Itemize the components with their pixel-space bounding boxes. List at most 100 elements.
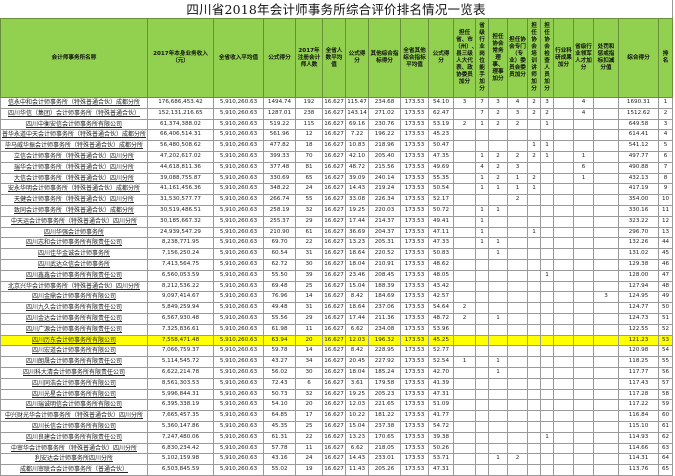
firm-name-cell[interactable]: 中审华会计师事务所（特殊普通合伙）四川分所 <box>0 442 148 455</box>
column-header[interactable]: 会计师事务所名称 <box>0 18 148 98</box>
table-cell[interactable] <box>453 237 476 250</box>
table-cell[interactable]: 16.627 <box>322 129 346 142</box>
table-cell[interactable]: 5,910,260.63 <box>213 377 264 390</box>
table-cell[interactable] <box>527 118 541 131</box>
table-cell[interactable]: 25 <box>295 280 323 293</box>
table-cell[interactable] <box>488 399 508 412</box>
table-cell[interactable]: 1 <box>540 431 554 444</box>
table-cell[interactable]: 7 <box>475 107 489 120</box>
table-cell[interactable]: 2 <box>527 172 541 185</box>
table-cell[interactable]: 6,567,930.48 <box>147 312 214 325</box>
table-cell[interactable] <box>593 442 619 455</box>
table-cell[interactable] <box>507 442 528 455</box>
table-cell[interactable] <box>488 377 508 390</box>
table-cell[interactable]: 19.25 <box>345 204 369 217</box>
table-cell[interactable]: 354.00 <box>618 194 659 206</box>
table-cell[interactable] <box>488 129 508 142</box>
table-cell[interactable] <box>553 431 574 444</box>
column-header[interactable]: 省级行业领军人才加分 <box>573 18 594 98</box>
table-cell[interactable]: 188.39 <box>368 280 401 293</box>
table-cell[interactable] <box>553 356 574 368</box>
table-cell[interactable] <box>453 291 476 304</box>
table-cell[interactable] <box>573 302 594 314</box>
table-cell[interactable]: 220.52 <box>368 248 401 260</box>
table-cell[interactable] <box>488 410 508 422</box>
table-row[interactable]: 四川金鼎会计师事务所有限公司 9,097,414.67 5,910,260.63 76… <box>0 291 673 304</box>
table-row[interactable]: 四川瑞诚明信会计师事务所有限公司 6,395,338.19 5,910,260.63… <box>0 399 673 412</box>
table-cell[interactable]: 5,910,260.63 <box>213 410 264 422</box>
table-cell[interactable] <box>593 377 619 390</box>
table-cell[interactable] <box>540 312 554 325</box>
rank-cell[interactable]: 2 <box>658 107 673 120</box>
table-cell[interactable]: 24 <box>295 183 323 196</box>
table-cell[interactable] <box>573 345 594 358</box>
table-cell[interactable]: 131.02 <box>618 248 659 260</box>
table-cell[interactable] <box>475 366 489 379</box>
rank-cell[interactable]: 57 <box>658 377 673 390</box>
table-row[interactable]: 致同会计师事务所（特殊普通合伙）成都分所 30,519,486.51 5,910,2… <box>0 204 673 217</box>
table-cell[interactable]: 117.43 <box>618 377 659 390</box>
table-cell[interactable]: 173.53 <box>400 442 429 455</box>
table-cell[interactable]: 173.53 <box>400 345 429 358</box>
table-cell[interactable] <box>453 280 476 293</box>
table-cell[interactable]: 2 <box>488 150 508 163</box>
table-cell[interactable] <box>573 388 594 401</box>
table-cell[interactable]: 649.58 <box>618 118 659 131</box>
table-cell[interactable] <box>573 140 594 152</box>
table-row[interactable]: 大信会计师事务所（特殊普通合伙）四川分所 39,088,755.87 5,910,2… <box>0 172 673 185</box>
table-cell[interactable] <box>593 194 619 206</box>
table-cell[interactable]: 173.53 <box>400 194 429 206</box>
table-cell[interactable] <box>453 172 476 185</box>
table-cell[interactable] <box>573 410 594 422</box>
table-cell[interactable]: 1287.01 <box>263 107 296 120</box>
table-cell[interactable] <box>540 356 554 368</box>
table-cell[interactable]: 6.62 <box>345 323 369 336</box>
table-cell[interactable]: 51.09 <box>428 399 454 412</box>
table-cell[interactable] <box>540 388 554 401</box>
table-cell[interactable]: 173.53 <box>400 280 429 293</box>
table-cell[interactable] <box>593 334 619 347</box>
table-cell[interactable]: 42.10 <box>345 150 369 163</box>
table-cell[interactable]: 24,939,547.29 <box>147 226 214 239</box>
table-cell[interactable]: 5,910,260.63 <box>213 291 264 304</box>
table-cell[interactable]: 50.73 <box>263 388 296 401</box>
table-cell[interactable] <box>553 345 574 358</box>
table-cell[interactable] <box>540 442 554 455</box>
column-header[interactable]: 排名 <box>658 18 673 98</box>
rank-cell[interactable]: 44 <box>658 237 673 250</box>
table-cell[interactable]: 173.53 <box>400 269 429 282</box>
column-header[interactable]: 公式得分 <box>428 18 454 98</box>
table-cell[interactable]: 173.53 <box>400 366 429 379</box>
column-header[interactable]: 全省人数平均值 <box>322 18 346 98</box>
table-cell[interactable] <box>553 150 574 163</box>
table-cell[interactable]: 271.02 <box>368 107 401 120</box>
column-header[interactable]: 2017年注册会计师人数 <box>295 18 323 98</box>
table-cell[interactable] <box>453 442 476 455</box>
table-cell[interactable] <box>507 420 528 433</box>
rank-cell[interactable]: 56 <box>658 366 673 379</box>
table-cell[interactable]: 1 <box>527 140 541 152</box>
table-cell[interactable]: 29 <box>295 312 323 325</box>
table-cell[interactable]: 16.627 <box>322 377 346 390</box>
table-cell[interactable]: 3 <box>507 107 528 120</box>
table-cell[interactable]: 173.53 <box>400 183 429 196</box>
table-cell[interactable]: 39.09 <box>345 172 369 185</box>
table-row[interactable]: 成都川审联合会计师事务所（普通合伙） 6,503,845.59 5,910,260.… <box>0 464 673 476</box>
table-cell[interactable] <box>593 129 619 142</box>
firm-name-cell[interactable]: 四川瑞诚明信会计师事务所有限公司 <box>0 399 148 412</box>
firm-name-cell[interactable]: 致同会计师事务所（特殊普通合伙）成都分所 <box>0 204 148 217</box>
table-cell[interactable]: 81 <box>295 161 323 174</box>
table-cell[interactable] <box>573 442 594 455</box>
table-cell[interactable] <box>507 140 528 152</box>
table-cell[interactable]: 118.25 <box>618 356 659 368</box>
table-cell[interactable] <box>540 194 554 206</box>
table-cell[interactable]: 30 <box>295 366 323 379</box>
table-cell[interactable]: 17 <box>295 410 323 422</box>
table-cell[interactable]: 2 <box>507 118 528 131</box>
table-row[interactable]: 安永华明会计师事务所（特殊普通合伙）成都分所 41,161,456.36 5,910… <box>0 183 673 196</box>
table-row[interactable]: 四川华信（集团）会计师事务所（特殊普通合伙） 152,131,216.65 5,91… <box>0 107 673 120</box>
table-cell[interactable] <box>553 248 574 260</box>
column-header[interactable]: 公式得分 <box>263 18 296 98</box>
table-cell[interactable]: 477.82 <box>263 140 296 152</box>
table-cell[interactable]: 1494.74 <box>263 97 296 109</box>
